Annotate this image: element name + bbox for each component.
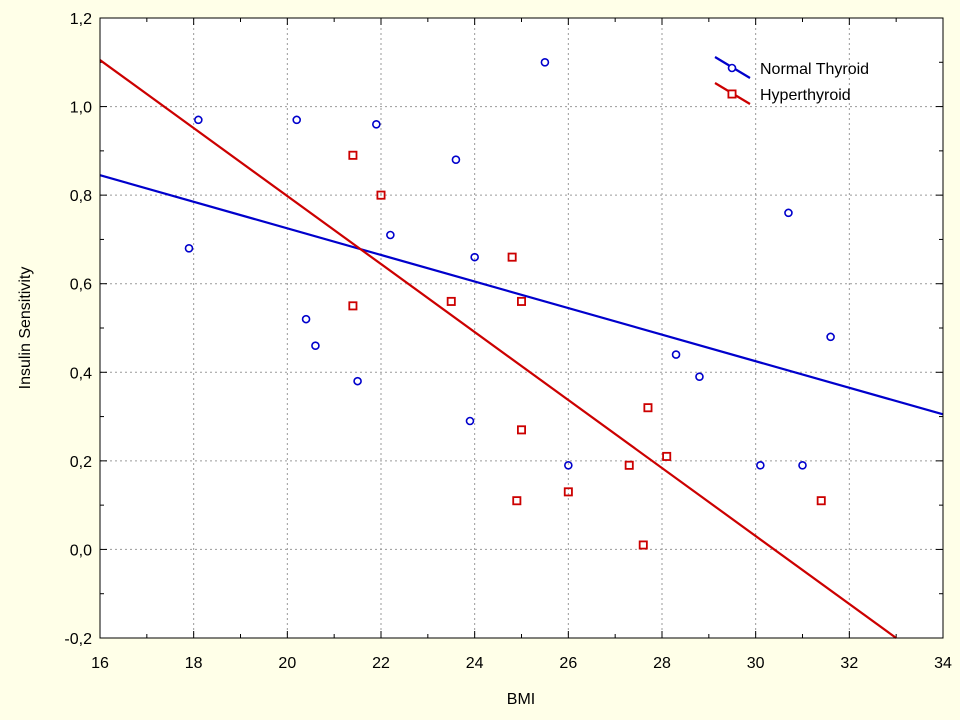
x-tick-label: 16 <box>91 655 109 672</box>
x-tick-label: 34 <box>934 655 952 672</box>
point-series-2 <box>638 540 648 550</box>
point-series-2 <box>662 451 672 461</box>
point-series-2 <box>376 190 386 200</box>
legend-label-1: Normal Thyroid <box>760 61 869 78</box>
point-series-1 <box>540 57 550 67</box>
x-axis-title: BMI <box>507 691 535 708</box>
point-series-2 <box>517 296 527 306</box>
point-series-1 <box>465 416 475 426</box>
plot-area <box>100 18 943 638</box>
y-tick-labels: -0,2 0,0 0,2 0,4 0,6 0,8 1,0 1,2 <box>64 11 92 648</box>
plot-frame <box>99 17 944 639</box>
point-series-1 <box>372 119 381 129</box>
legend-marker-2 <box>727 89 737 99</box>
point-series-1 <box>671 350 681 359</box>
fit-line-series-1 <box>99 174 944 416</box>
x-tick-label: 30 <box>747 655 765 672</box>
point-series-1 <box>311 341 320 351</box>
point-series-1 <box>695 372 704 382</box>
point-series-1 <box>784 208 793 218</box>
point-series-1 <box>798 460 807 470</box>
y-tick-label: 1,0 <box>70 100 92 117</box>
x-tick-label: 20 <box>278 655 296 672</box>
point-series-1 <box>756 460 765 470</box>
point-series-2 <box>517 425 527 435</box>
x-tick-label: 26 <box>559 655 577 672</box>
point-series-1 <box>451 155 461 165</box>
point-series-1 <box>564 460 573 470</box>
y-tick-label: 0,0 <box>70 542 92 559</box>
point-series-2 <box>348 301 358 311</box>
point-series-1 <box>301 314 311 324</box>
legend: Normal Thyroid Hyperthyroid <box>714 56 869 105</box>
x-tick-label: 28 <box>653 655 671 672</box>
x-tick-label: 32 <box>840 655 858 672</box>
point-series-1 <box>194 115 203 125</box>
x-tick-label: 22 <box>372 655 390 672</box>
point-series-2 <box>507 252 517 262</box>
point-series-2 <box>446 296 456 306</box>
point-series-1 <box>353 376 362 386</box>
point-series-2 <box>624 460 634 470</box>
x-tick-label: 24 <box>466 655 484 672</box>
point-series-1 <box>826 332 835 342</box>
point-series-1 <box>386 230 395 240</box>
y-tick-label: 0,6 <box>70 277 92 294</box>
point-series-2 <box>816 496 826 506</box>
point-series-1 <box>184 243 194 253</box>
point-series-2 <box>348 150 358 160</box>
x-tick-labels: 16 18 20 22 24 26 28 30 32 34 <box>91 655 952 672</box>
y-tick-label: 0,4 <box>70 365 92 382</box>
y-tick-label: 1,2 <box>70 11 92 28</box>
y-tick-label: -0,2 <box>64 631 92 648</box>
point-series-2 <box>643 403 653 413</box>
y-tick-label: 0,8 <box>70 188 92 205</box>
fit-line-series-2 <box>99 59 897 639</box>
point-series-1 <box>292 115 302 125</box>
legend-label-2: Hyperthyroid <box>760 87 851 104</box>
fit-lines <box>99 59 944 639</box>
point-series-1 <box>470 252 479 262</box>
point-series-2 <box>563 487 573 497</box>
legend-marker-1 <box>727 63 737 73</box>
y-tick-label: 0,2 <box>70 454 92 471</box>
y-axis-title: Insulin Sensitivity <box>17 267 34 390</box>
data-points <box>184 57 835 550</box>
point-series-2 <box>512 496 522 506</box>
x-tick-label: 18 <box>185 655 203 672</box>
